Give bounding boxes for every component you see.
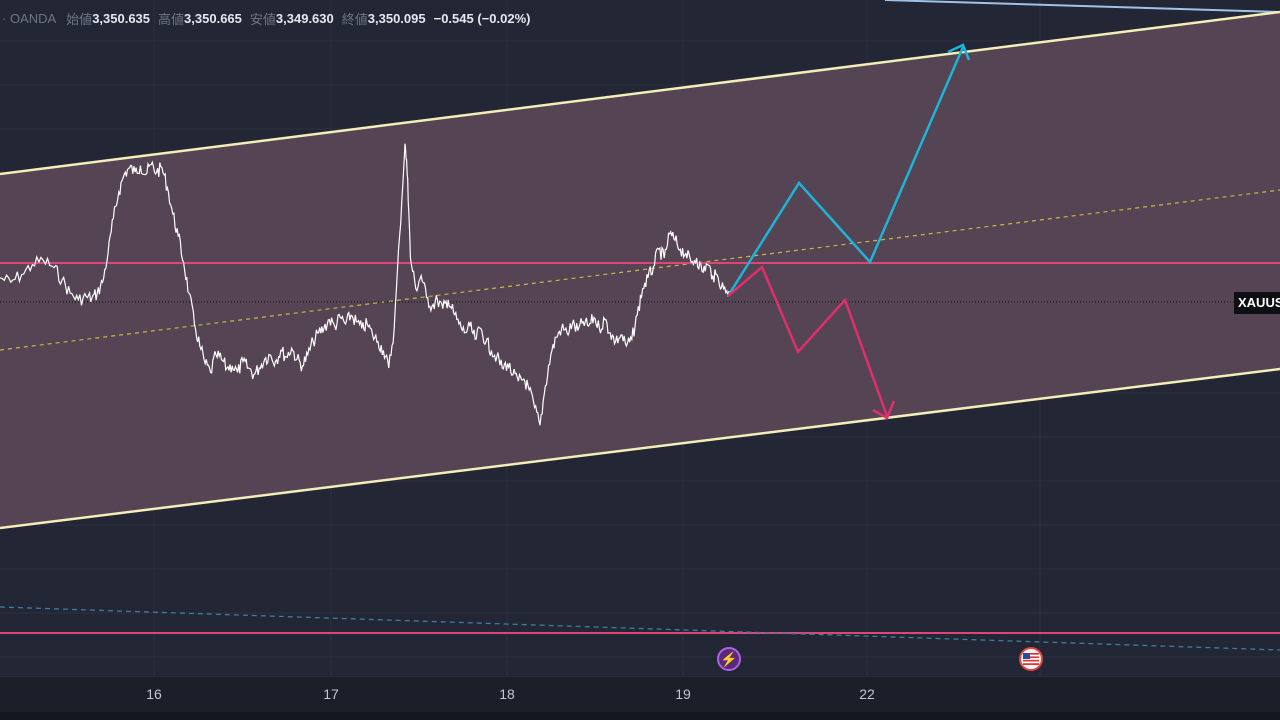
- us-flag-graphic: [1023, 653, 1039, 665]
- open-value: 3,350.635: [92, 10, 151, 26]
- top-trendline[interactable]: [884, 0, 1280, 13]
- bearish-arrow-head: [872, 400, 896, 420]
- lightning-bolt-icon[interactable]: ⚡: [717, 647, 741, 671]
- chart-canvas[interactable]: [0, 0, 1280, 676]
- close-label: 終値: [341, 11, 368, 27]
- channel-upper-line[interactable]: [0, 10, 1280, 176]
- bearish-projection-path[interactable]: [727, 264, 889, 417]
- bullish-arrow-head: [947, 43, 971, 61]
- low-value: 3,349.630: [275, 10, 334, 26]
- time-label-18: 18: [499, 686, 515, 702]
- us-flag-icon[interactable]: [1019, 647, 1043, 671]
- time-label-17: 17: [323, 686, 339, 702]
- high-label: 高値: [158, 11, 185, 27]
- price-line-series: [0, 143, 730, 426]
- symbol-price-tag: XAUUSD: [1234, 292, 1280, 314]
- change-value: −0.545 (−0.02%): [433, 10, 531, 26]
- source-label: · OANDA: [2, 10, 57, 26]
- time-label-19: 19: [675, 686, 691, 702]
- time-label-22: 22: [859, 686, 875, 702]
- time-axis[interactable]: 16 17 18 19 22: [0, 676, 1280, 713]
- open-label: 始値: [66, 11, 93, 27]
- bottom-strip: [0, 712, 1280, 720]
- bullish-projection-path[interactable]: [726, 46, 965, 297]
- ohlc-header: · OANDA 始値 3,350.635 高値 3,350.665 安値 3,3…: [2, 9, 530, 27]
- close-value: 3,350.095: [367, 10, 426, 26]
- channel-midline: [0, 189, 1280, 351]
- lower-trendline[interactable]: [0, 606, 1280, 651]
- channel-lower-line[interactable]: [0, 367, 1280, 530]
- channel-fill: [0, 12, 1280, 528]
- time-label-16: 16: [146, 686, 162, 702]
- low-label: 安値: [249, 11, 276, 27]
- high-value: 3,350.665: [184, 10, 242, 26]
